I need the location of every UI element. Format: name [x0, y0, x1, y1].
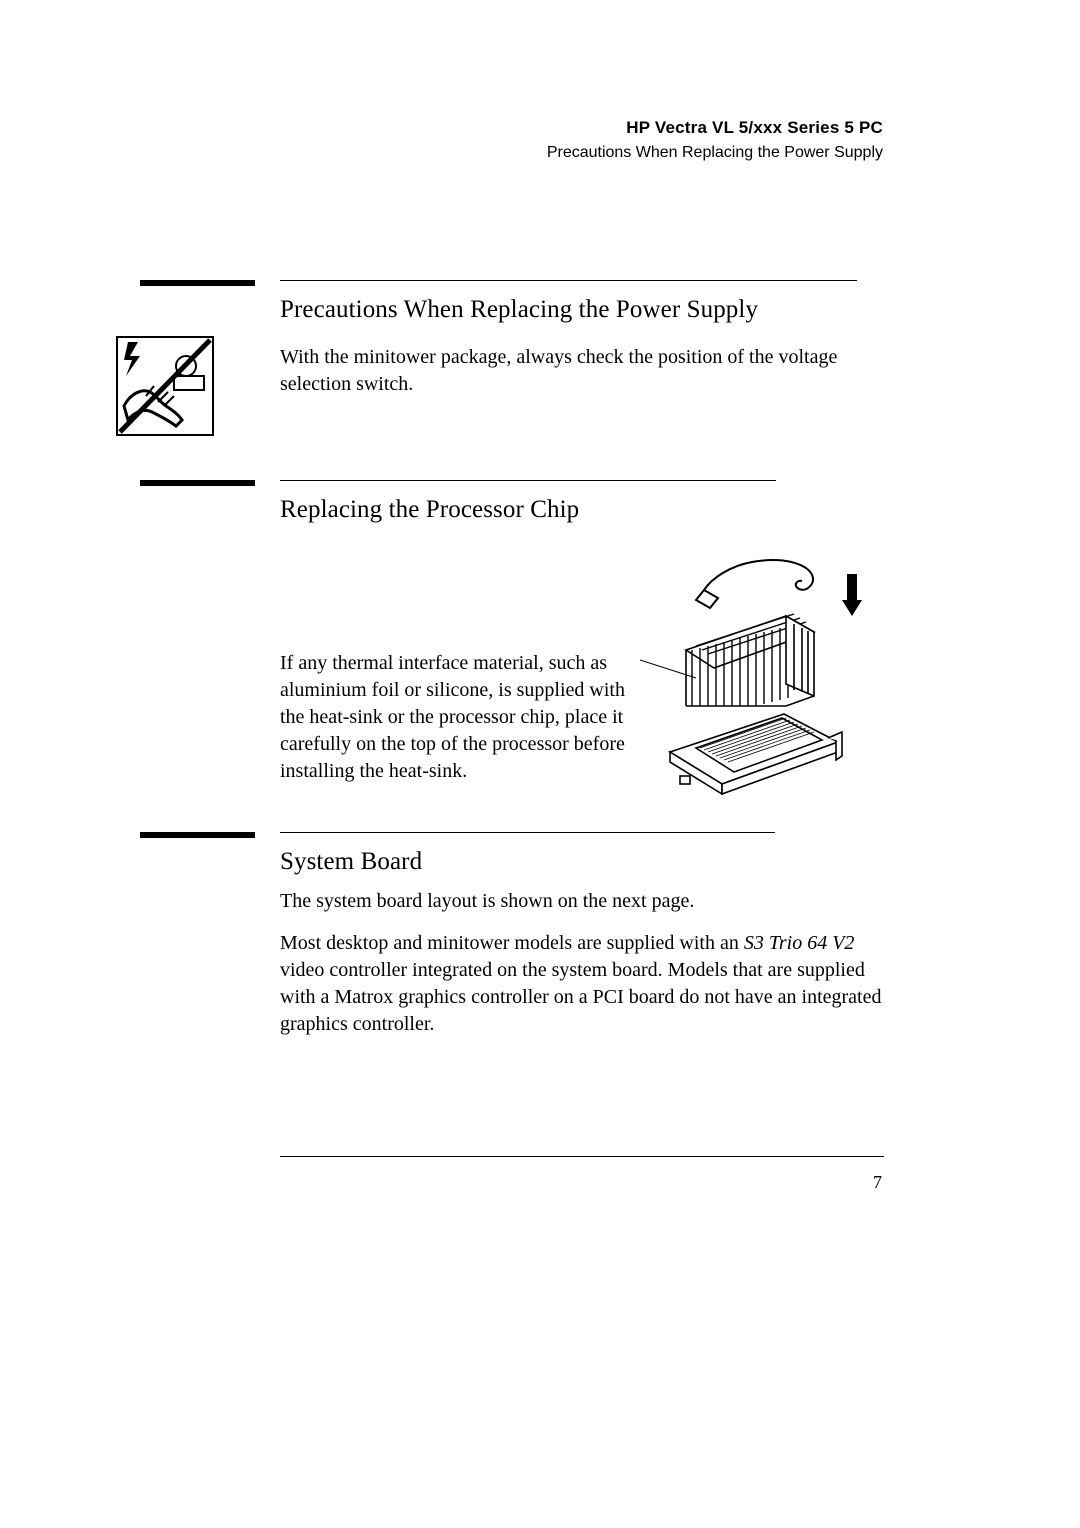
section-heading-processor: Replacing the Processor Chip [280, 496, 579, 524]
section-rule-thin [280, 480, 776, 481]
section-rule-thick [140, 480, 255, 486]
body-text: If any thermal interface material, such … [280, 650, 653, 785]
body-text-span: Most desktop and minitower models are su… [280, 932, 744, 954]
body-text-span: video controller integrated on the syste… [280, 959, 882, 1035]
page-number: 7 [873, 1172, 882, 1193]
section-rule-thick [140, 280, 255, 286]
no-touch-warning-icon [116, 336, 214, 436]
page-header: HP Vectra VL 5/xxx Series 5 PC Precautio… [403, 118, 883, 162]
body-text: With the minitower package, always check… [280, 344, 860, 398]
section-rule-thick [140, 832, 255, 838]
heatsink-illustration [656, 556, 866, 796]
body-text-italic: S3 Trio 64 V2 [744, 932, 855, 954]
document-page: HP Vectra VL 5/xxx Series 5 PC Precautio… [0, 0, 1080, 1528]
footer-rule [280, 1156, 884, 1157]
section-heading-systemboard: System Board [280, 848, 422, 876]
header-title: HP Vectra VL 5/xxx Series 5 PC [403, 118, 883, 138]
header-subtitle: Precautions When Replacing the Power Sup… [403, 144, 883, 162]
section-rule-thin [280, 280, 857, 281]
body-text: Most desktop and minitower models are su… [280, 930, 884, 1038]
section-rule-thin [280, 832, 775, 833]
body-text: The system board layout is shown on the … [280, 888, 860, 915]
section-heading-precautions: Precautions When Replacing the Power Sup… [280, 296, 758, 324]
